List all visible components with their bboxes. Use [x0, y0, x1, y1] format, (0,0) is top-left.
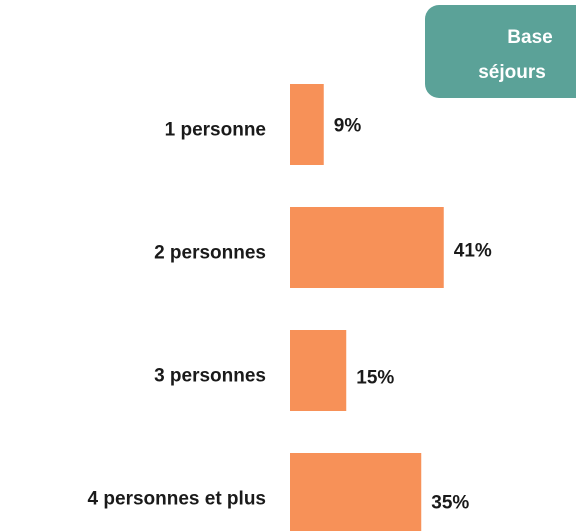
category-label: 1 personne	[165, 120, 266, 141]
badge	[425, 5, 576, 98]
value-label: 15%	[356, 368, 394, 389]
category-label: 2 personnes	[154, 243, 266, 264]
value-label: 41%	[454, 241, 492, 262]
bar	[290, 330, 347, 411]
bar	[290, 453, 422, 531]
bar	[290, 84, 324, 165]
category-label: 4 personnes et plus	[88, 489, 266, 510]
badge-line: Base	[507, 27, 552, 48]
category-label: 3 personnes	[154, 366, 266, 387]
value-label: 35%	[431, 493, 469, 514]
value-label: 9%	[334, 116, 362, 137]
bar	[290, 207, 444, 288]
badge-line: séjours	[478, 62, 546, 83]
